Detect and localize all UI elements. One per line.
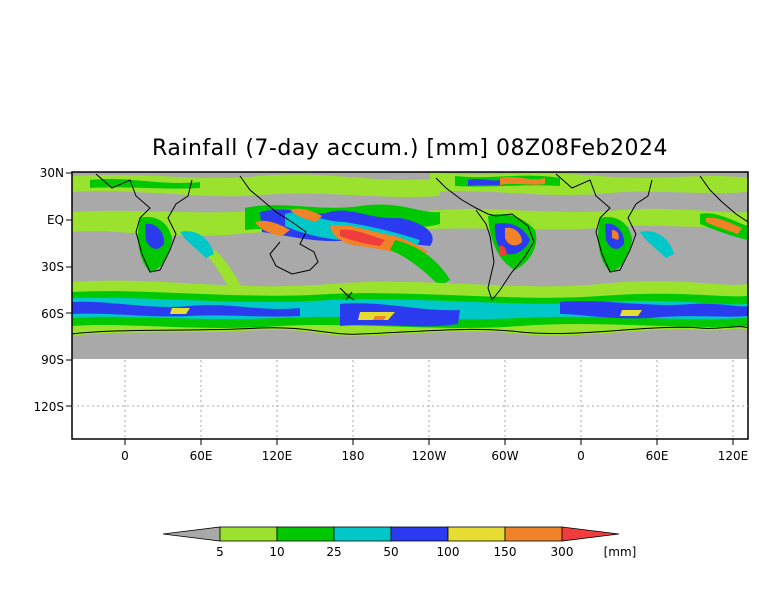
colorbar-ticks: 5 10 25 50 100 150 300 [mm] (216, 545, 636, 559)
colorbar (162, 526, 620, 542)
colorbar-high-triangle (561, 526, 620, 542)
lon-label-120e-repeat: 120E (718, 449, 749, 463)
colorbar-tick-5: 5 (216, 545, 224, 559)
colorbar-tick-300: 300 (551, 545, 574, 559)
lat-label-90s: 90S (41, 353, 64, 367)
rainfall-field (72, 172, 748, 359)
lon-label-180: 180 (342, 449, 365, 463)
lon-label-120e: 120E (262, 449, 293, 463)
colorbar-tick-50: 50 (383, 545, 398, 559)
plot-frame (71, 171, 749, 440)
colorbar-segment-100-150 (447, 526, 506, 542)
lon-label-60e-repeat: 60E (646, 449, 669, 463)
lat-label-120s: 120S (33, 400, 64, 414)
map-grid (72, 360, 748, 439)
colorbar-segment-50-100 (390, 526, 449, 542)
lat-label-30s: 30S (41, 260, 64, 274)
lon-label-120w: 120W (412, 449, 447, 463)
colorbar-tick-25: 25 (326, 545, 341, 559)
lon-label-0: 0 (121, 449, 129, 463)
lon-label-60e: 60E (190, 449, 213, 463)
colorbar-unit: [mm] (604, 545, 637, 559)
colorbar-low-triangle (162, 526, 221, 542)
colorbar-segment-10-25 (276, 526, 335, 542)
lat-axis: 30N EQ 30S 60S 90S 120S (33, 166, 64, 414)
map-title: Rainfall (7-day accum.) [mm] 08Z08Feb202… (152, 136, 668, 161)
lon-label-0-repeat: 0 (577, 449, 585, 463)
colorbar-segment-150-300 (504, 526, 563, 542)
colorbar-segment-5-10 (219, 526, 278, 542)
lon-axis: 0 60E 120E 180 120W 60W 0 60E 120E (121, 449, 748, 463)
colorbar-tick-10: 10 (269, 545, 284, 559)
lat-label-60s: 60S (41, 307, 64, 321)
colorbar-segment-25-50 (333, 526, 392, 542)
colorbar-tick-150: 150 (494, 545, 517, 559)
lon-label-60w: 60W (491, 449, 518, 463)
colorbar-tick-100: 100 (437, 545, 460, 559)
lat-label-eq: EQ (47, 213, 64, 227)
lat-label-30n: 30N (40, 166, 64, 180)
